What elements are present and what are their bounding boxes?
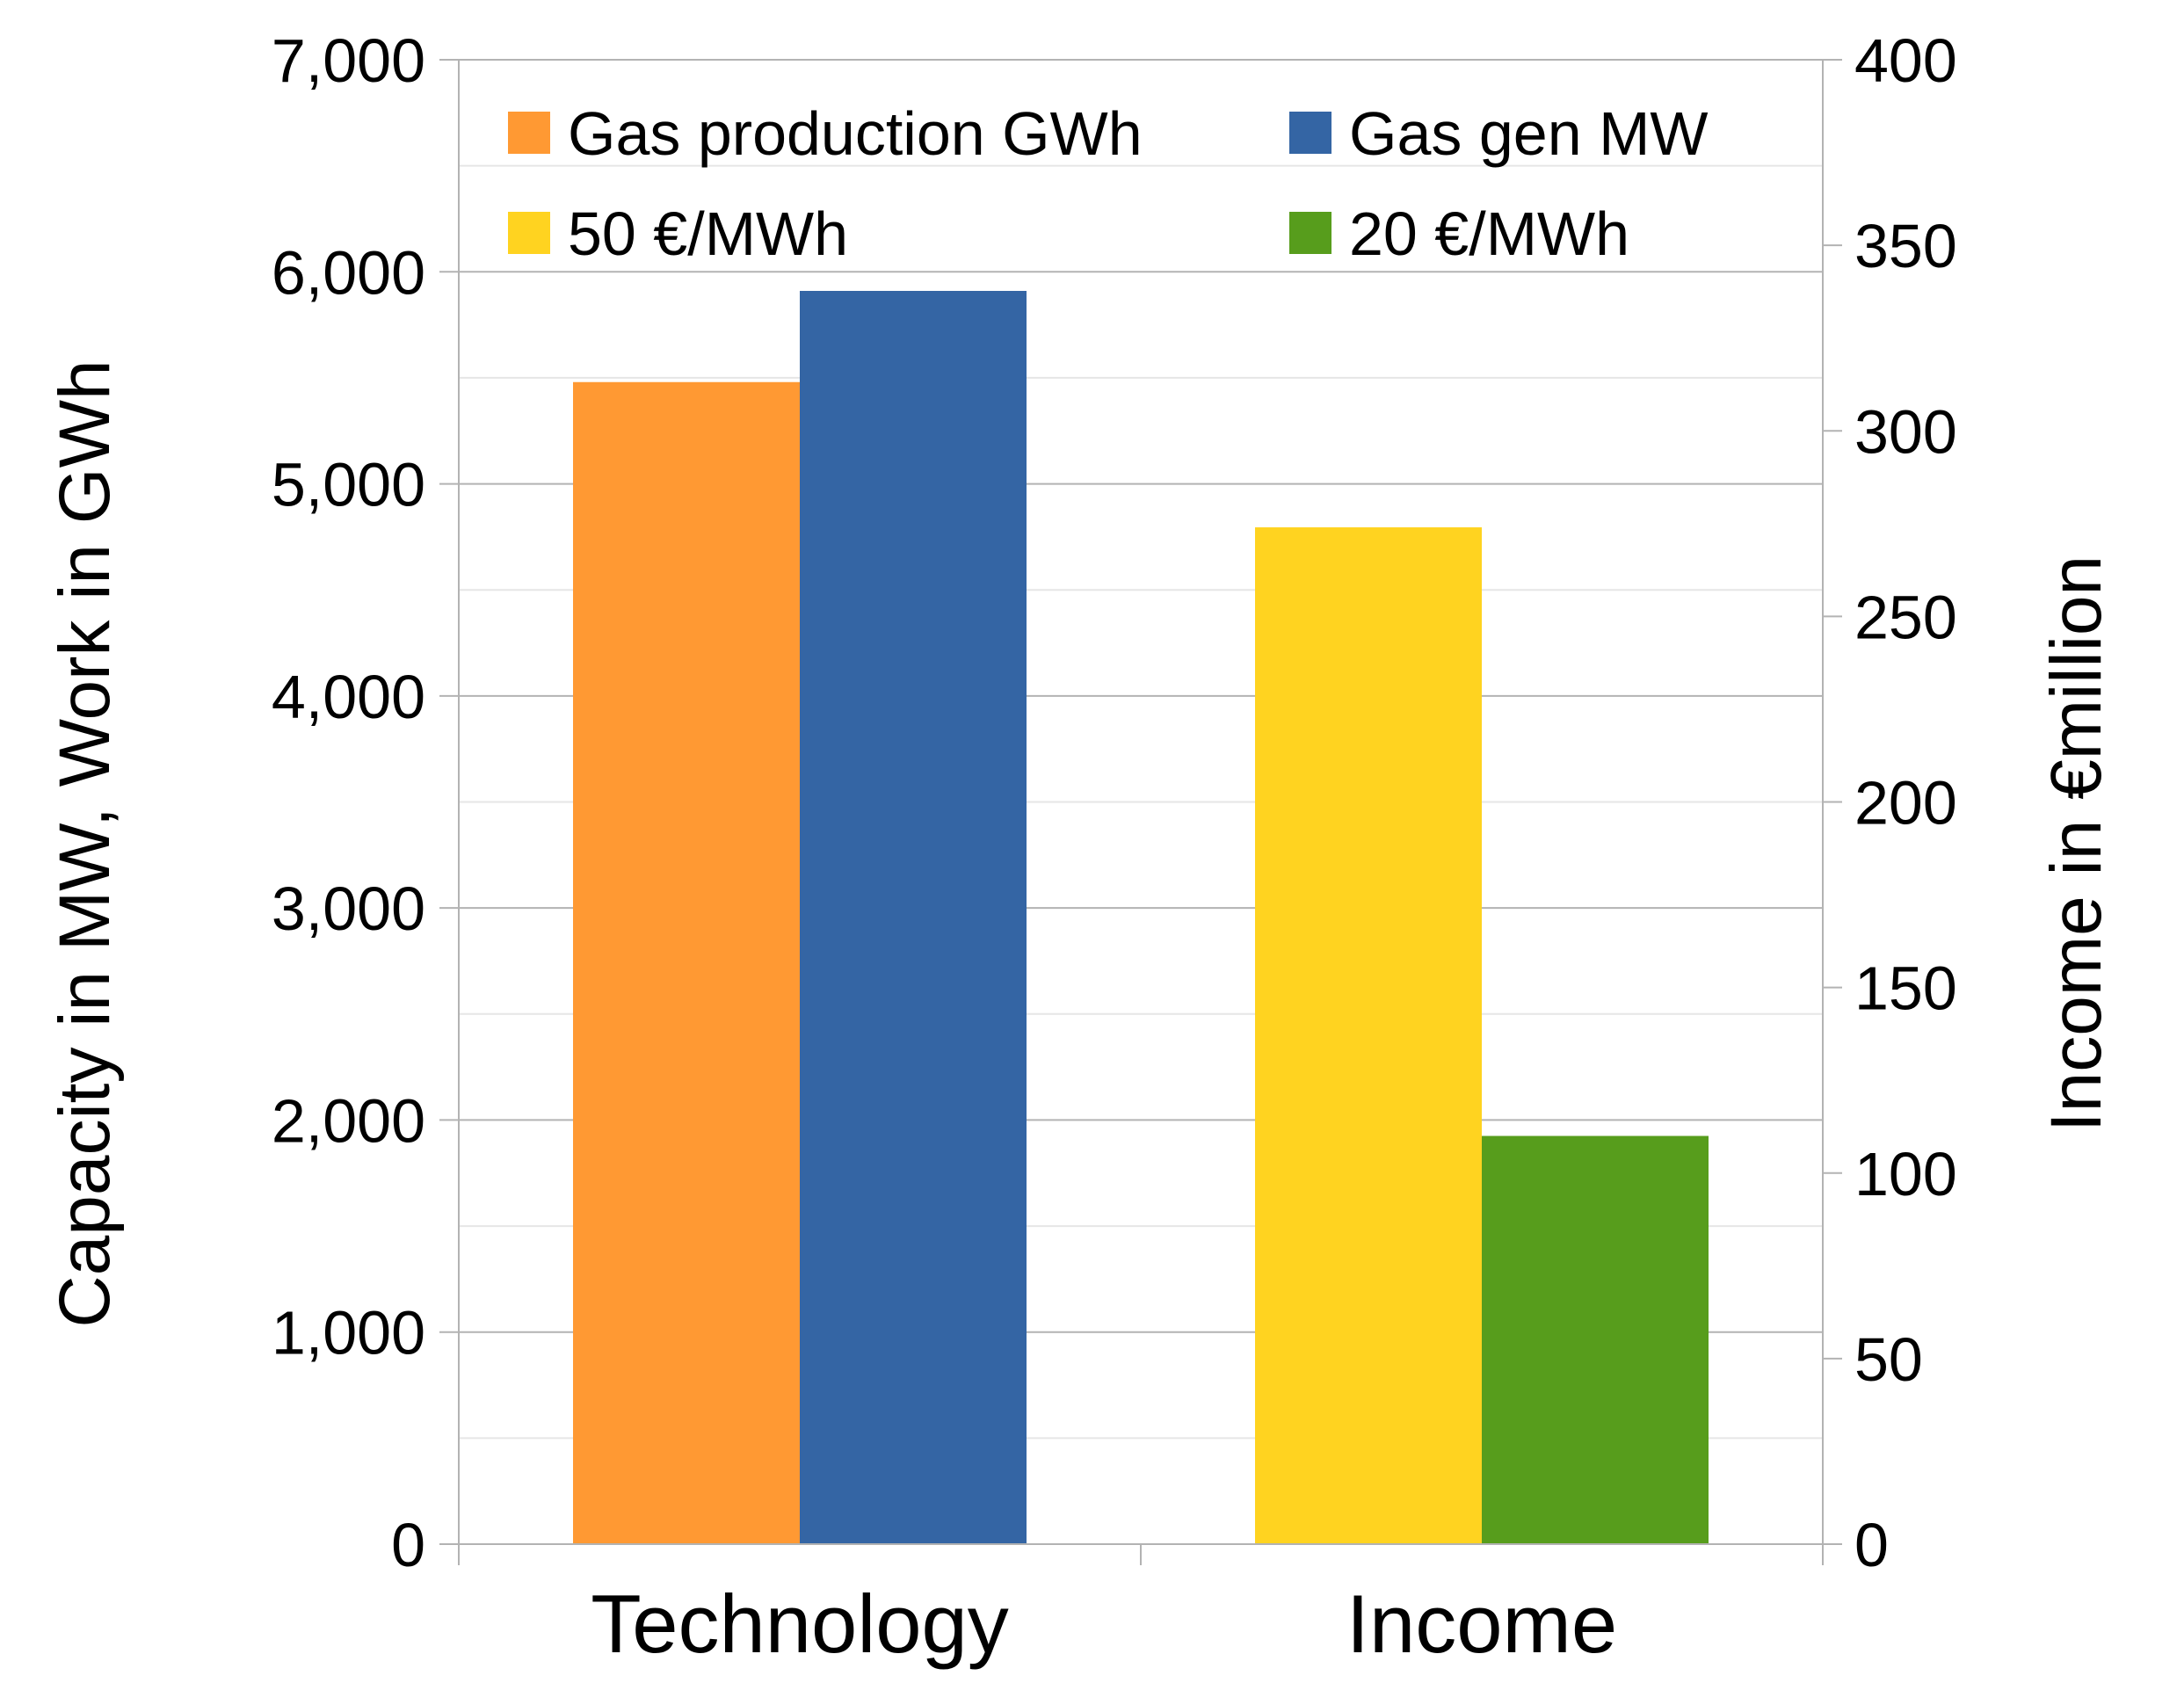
left-tick-label: 1,000 xyxy=(272,1299,425,1367)
right-tick-label: 300 xyxy=(1854,397,1957,466)
category-label: Technology xyxy=(591,1578,1009,1670)
legend-swatch xyxy=(508,212,550,254)
legend-swatch xyxy=(1289,112,1331,154)
right-tick-label: 50 xyxy=(1854,1325,1923,1394)
bar-50-mwh xyxy=(1255,527,1482,1545)
legend-swatch xyxy=(1289,212,1331,254)
left-tick-label: 6,000 xyxy=(272,238,425,307)
legend-label: 20 €/MWh xyxy=(1349,199,1629,268)
right-tick-label: 150 xyxy=(1854,954,1957,1023)
legend-label: Gas production GWh xyxy=(568,99,1143,168)
left-axis-ticks: 0 1,000 2,000 3,000 4,000 5,000 6,000 7,000 xyxy=(272,26,459,1579)
left-tick-label: 4,000 xyxy=(272,663,425,731)
right-axis-title: Income in €million xyxy=(2036,555,2116,1132)
left-tick-label: 0 xyxy=(391,1511,425,1579)
legend: Gas production GWh Gas gen MW 50 €/MWh 20 €… xyxy=(508,99,1708,268)
axes xyxy=(458,60,1824,1565)
left-tick-label: 2,000 xyxy=(272,1086,425,1155)
right-tick-label: 200 xyxy=(1854,769,1957,838)
right-tick-label: 250 xyxy=(1854,583,1957,651)
category-labels: Technology Income xyxy=(591,1578,1617,1670)
bar-20-mwh xyxy=(1482,1135,1709,1544)
bars xyxy=(573,291,1709,1545)
right-tick-label: 400 xyxy=(1854,26,1957,95)
bar-gas-gen-mw xyxy=(800,291,1027,1544)
left-tick-label: 7,000 xyxy=(272,26,425,95)
category-label: Income xyxy=(1346,1578,1617,1670)
right-tick-label: 0 xyxy=(1854,1511,1889,1579)
left-tick-label: 3,000 xyxy=(272,874,425,943)
bar-gas-production-gwh xyxy=(573,381,800,1544)
left-axis-title: Capacity in MW, Work in GWh xyxy=(45,359,125,1327)
legend-label: 50 €/MWh xyxy=(568,199,848,268)
left-tick-label: 5,000 xyxy=(272,451,425,519)
right-axis-ticks: 0 50 100 150 200 250 300 350 400 xyxy=(1823,26,1957,1579)
legend-swatch xyxy=(508,112,550,154)
legend-label: Gas gen MW xyxy=(1349,99,1708,168)
right-tick-label: 100 xyxy=(1854,1140,1957,1208)
right-tick-label: 350 xyxy=(1854,212,1957,280)
